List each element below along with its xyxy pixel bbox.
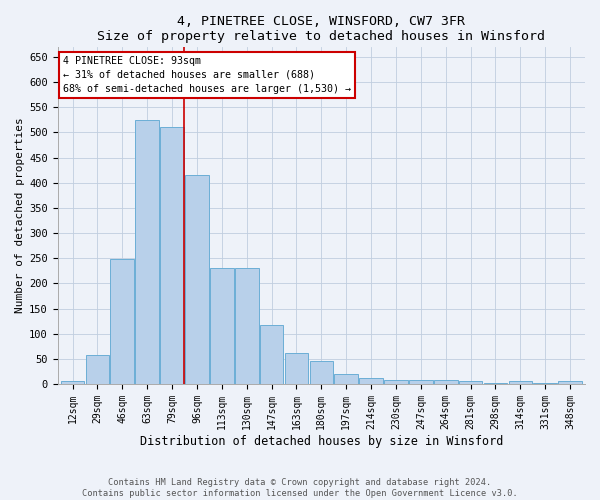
Bar: [359, 378, 383, 384]
Bar: [61, 382, 85, 384]
Bar: [86, 355, 109, 384]
Bar: [136, 120, 159, 384]
Title: 4, PINETREE CLOSE, WINSFORD, CW7 3FR
Size of property relative to detached house: 4, PINETREE CLOSE, WINSFORD, CW7 3FR Siz…: [97, 15, 545, 43]
Bar: [310, 361, 333, 384]
Bar: [558, 381, 582, 384]
Bar: [284, 353, 308, 384]
Y-axis label: Number of detached properties: Number of detached properties: [15, 118, 25, 314]
Bar: [185, 175, 209, 384]
Bar: [459, 382, 482, 384]
Bar: [210, 268, 233, 384]
Bar: [434, 380, 458, 384]
Bar: [260, 324, 283, 384]
Bar: [334, 374, 358, 384]
Bar: [110, 259, 134, 384]
Bar: [235, 268, 259, 384]
Bar: [409, 380, 433, 384]
Bar: [484, 383, 507, 384]
Bar: [160, 128, 184, 384]
Text: Contains HM Land Registry data © Crown copyright and database right 2024.
Contai: Contains HM Land Registry data © Crown c…: [82, 478, 518, 498]
Bar: [384, 380, 408, 384]
X-axis label: Distribution of detached houses by size in Winsford: Distribution of detached houses by size …: [140, 434, 503, 448]
Text: 4 PINETREE CLOSE: 93sqm
← 31% of detached houses are smaller (688)
68% of semi-d: 4 PINETREE CLOSE: 93sqm ← 31% of detache…: [62, 56, 350, 94]
Bar: [509, 382, 532, 384]
Bar: [533, 383, 557, 384]
